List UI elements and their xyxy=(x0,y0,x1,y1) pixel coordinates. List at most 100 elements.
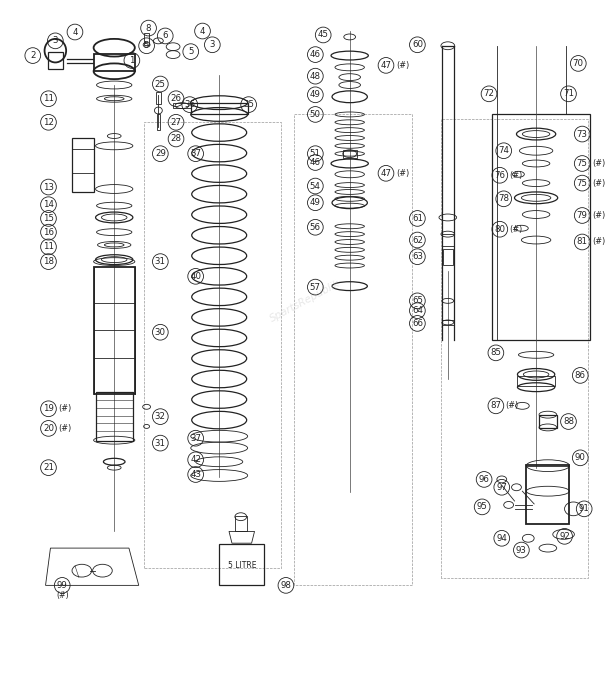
Text: 11: 11 xyxy=(43,95,54,103)
Text: 90: 90 xyxy=(575,453,585,462)
Text: 74: 74 xyxy=(498,146,509,155)
Text: (#): (#) xyxy=(396,61,409,70)
Text: 3: 3 xyxy=(210,40,215,49)
Text: 26: 26 xyxy=(170,95,182,103)
Text: 2: 2 xyxy=(30,51,36,60)
Text: 37: 37 xyxy=(190,434,201,443)
Bar xyxy=(492,115,590,340)
Text: 6: 6 xyxy=(162,32,168,41)
Text: 60: 60 xyxy=(412,40,423,49)
Text: 15: 15 xyxy=(43,214,54,223)
Bar xyxy=(72,139,93,193)
Text: 20: 20 xyxy=(43,424,54,433)
Text: 5: 5 xyxy=(188,47,193,56)
Text: 19: 19 xyxy=(43,404,54,413)
Text: 56: 56 xyxy=(310,223,321,232)
Text: 4: 4 xyxy=(200,26,205,36)
Text: 87: 87 xyxy=(490,402,501,411)
Text: 78: 78 xyxy=(498,195,509,204)
Bar xyxy=(144,33,149,45)
Text: 5 LITRE: 5 LITRE xyxy=(227,561,256,570)
Text: 61: 61 xyxy=(412,214,423,223)
Text: (#): (#) xyxy=(58,404,72,413)
Text: 63: 63 xyxy=(412,253,423,262)
Text: 97: 97 xyxy=(496,483,507,492)
Text: 47: 47 xyxy=(381,169,391,178)
Text: 80: 80 xyxy=(494,225,505,234)
Text: 5: 5 xyxy=(144,41,149,50)
Text: 88: 88 xyxy=(563,417,574,426)
Text: 51: 51 xyxy=(310,149,321,158)
Text: 85: 85 xyxy=(490,348,501,357)
Text: 92: 92 xyxy=(559,532,570,541)
Text: 27: 27 xyxy=(170,118,182,127)
Text: (#): (#) xyxy=(592,211,605,220)
Text: 72: 72 xyxy=(484,89,494,99)
Bar xyxy=(96,392,133,441)
Text: (#): (#) xyxy=(592,179,605,188)
Bar xyxy=(47,52,63,69)
Text: 30: 30 xyxy=(155,328,166,337)
Text: 96: 96 xyxy=(479,475,490,484)
Text: (#): (#) xyxy=(592,237,605,246)
Text: 46: 46 xyxy=(310,158,321,167)
Text: 35: 35 xyxy=(243,100,254,109)
Text: 42: 42 xyxy=(190,455,201,464)
Bar xyxy=(343,150,356,157)
Bar xyxy=(526,464,570,524)
Text: 11: 11 xyxy=(43,242,54,251)
Text: 71: 71 xyxy=(563,89,574,99)
Text: (#): (#) xyxy=(510,225,523,234)
Text: 95: 95 xyxy=(477,502,488,511)
Text: 12: 12 xyxy=(43,118,54,127)
Bar xyxy=(442,234,454,246)
Text: (#): (#) xyxy=(592,159,605,168)
Bar xyxy=(539,415,557,428)
Text: (#): (#) xyxy=(58,424,72,433)
Text: (#): (#) xyxy=(505,402,519,411)
Bar xyxy=(157,115,160,130)
Text: 64: 64 xyxy=(412,306,423,315)
Text: 86: 86 xyxy=(574,371,586,380)
Bar xyxy=(93,266,135,394)
Bar xyxy=(156,92,161,104)
Text: 29: 29 xyxy=(155,149,166,158)
Bar xyxy=(442,320,454,325)
Text: 8: 8 xyxy=(146,23,152,32)
Text: 49: 49 xyxy=(310,198,321,207)
Text: 50: 50 xyxy=(310,110,321,119)
Text: 37: 37 xyxy=(190,149,201,158)
Text: 98: 98 xyxy=(281,581,291,590)
Text: 47: 47 xyxy=(381,61,391,70)
Text: 21: 21 xyxy=(43,463,54,472)
Text: 13: 13 xyxy=(43,183,54,192)
Text: (#): (#) xyxy=(396,169,409,178)
Bar xyxy=(173,103,191,108)
Text: 40: 40 xyxy=(190,272,201,281)
Text: 65: 65 xyxy=(412,296,423,306)
Text: 81: 81 xyxy=(577,237,588,246)
Text: SpartsRepublik: SpartsRepublik xyxy=(268,278,342,324)
Text: 1: 1 xyxy=(129,56,135,65)
Text: (#): (#) xyxy=(510,170,523,180)
Text: 54: 54 xyxy=(310,181,321,190)
Text: 75: 75 xyxy=(577,159,588,168)
Text: 16: 16 xyxy=(43,228,54,237)
Bar xyxy=(518,377,554,386)
Text: 79: 79 xyxy=(577,211,588,220)
Text: 94: 94 xyxy=(496,534,507,543)
Text: 14: 14 xyxy=(43,200,54,209)
Bar xyxy=(443,249,453,264)
Text: 31: 31 xyxy=(155,257,166,266)
Bar xyxy=(235,515,247,531)
Text: 32: 32 xyxy=(155,412,166,421)
Text: 75: 75 xyxy=(577,179,588,188)
Text: 48: 48 xyxy=(310,72,321,81)
Bar xyxy=(191,103,248,115)
Text: 43: 43 xyxy=(190,470,201,479)
Text: 93: 93 xyxy=(516,546,527,555)
Text: 73: 73 xyxy=(577,130,588,139)
Text: 4: 4 xyxy=(72,28,78,37)
Text: 70: 70 xyxy=(573,59,584,68)
Text: 62: 62 xyxy=(412,235,423,244)
